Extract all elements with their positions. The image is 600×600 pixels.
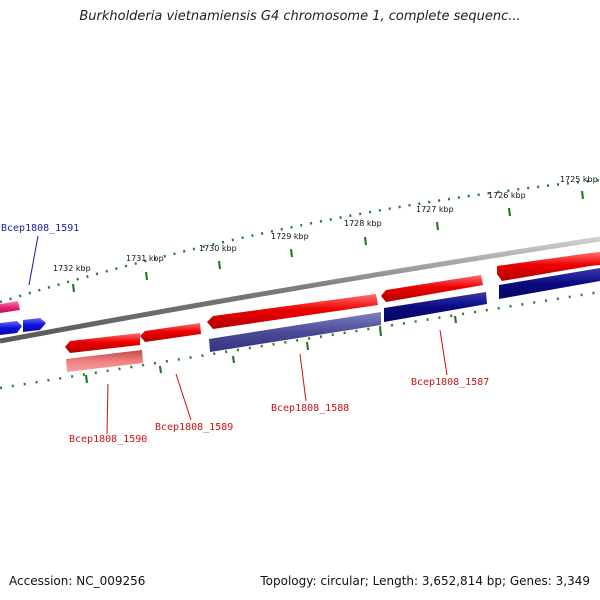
inner-scale-ring [0, 290, 600, 390]
gene-arrow [23, 318, 46, 332]
gene-label-bcep1808-1590[interactable]: Bcep1808_1590 [69, 434, 147, 445]
map-title: Burkholderia vietnamiensis G4 chromosome… [79, 9, 521, 24]
gene-arrow [140, 323, 201, 342]
gene-arrow [65, 333, 140, 353]
gene-label-bcep1808-1591[interactable]: Bcep1808_1591 [1, 223, 79, 234]
tick-label-1727: 1727 kbp [416, 205, 454, 214]
tick-label-1729: 1729 kbp [271, 232, 309, 241]
gene-arrow [497, 252, 600, 281]
gene-arrow [207, 294, 378, 329]
tick-label-1728: 1728 kbp [344, 219, 382, 228]
tick-label-1732: 1732 kbp [53, 264, 91, 273]
tick-label-1725: 1725 kbp [560, 175, 598, 184]
inner-major-ticks [84, 315, 458, 384]
genome-backbone [0, 236, 600, 344]
gene-arrow [209, 312, 381, 352]
gene-arrow [384, 292, 487, 322]
tick-label-1726: 1726 kbp [488, 191, 526, 200]
forward-strand-genes [65, 252, 600, 353]
accession-text: Accession: NC_009256 [9, 574, 146, 588]
label-leader-lines [28, 235, 448, 435]
gene-arrow [0, 301, 20, 313]
gene-label-bcep1808-1588[interactable]: Bcep1808_1588 [271, 403, 349, 414]
gene-arrow [66, 350, 143, 372]
tick-label-1731: 1731 kbp [126, 254, 164, 263]
gene-label-bcep1808-1589[interactable]: Bcep1808_1589 [155, 422, 233, 433]
gene-label-bcep1808-1587[interactable]: Bcep1808_1587 [411, 377, 489, 388]
tick-label-1730: 1730 kbp [199, 244, 237, 253]
topology-text: Topology: circular; Length: 3,652,814 bp… [260, 574, 590, 588]
gene-arrow [499, 268, 600, 299]
reverse-strand-genes [66, 268, 600, 372]
outer-major-ticks [71, 190, 585, 293]
gene-arrow [0, 321, 22, 335]
gene-arrow [381, 275, 483, 302]
left-edge-genes [0, 301, 46, 335]
